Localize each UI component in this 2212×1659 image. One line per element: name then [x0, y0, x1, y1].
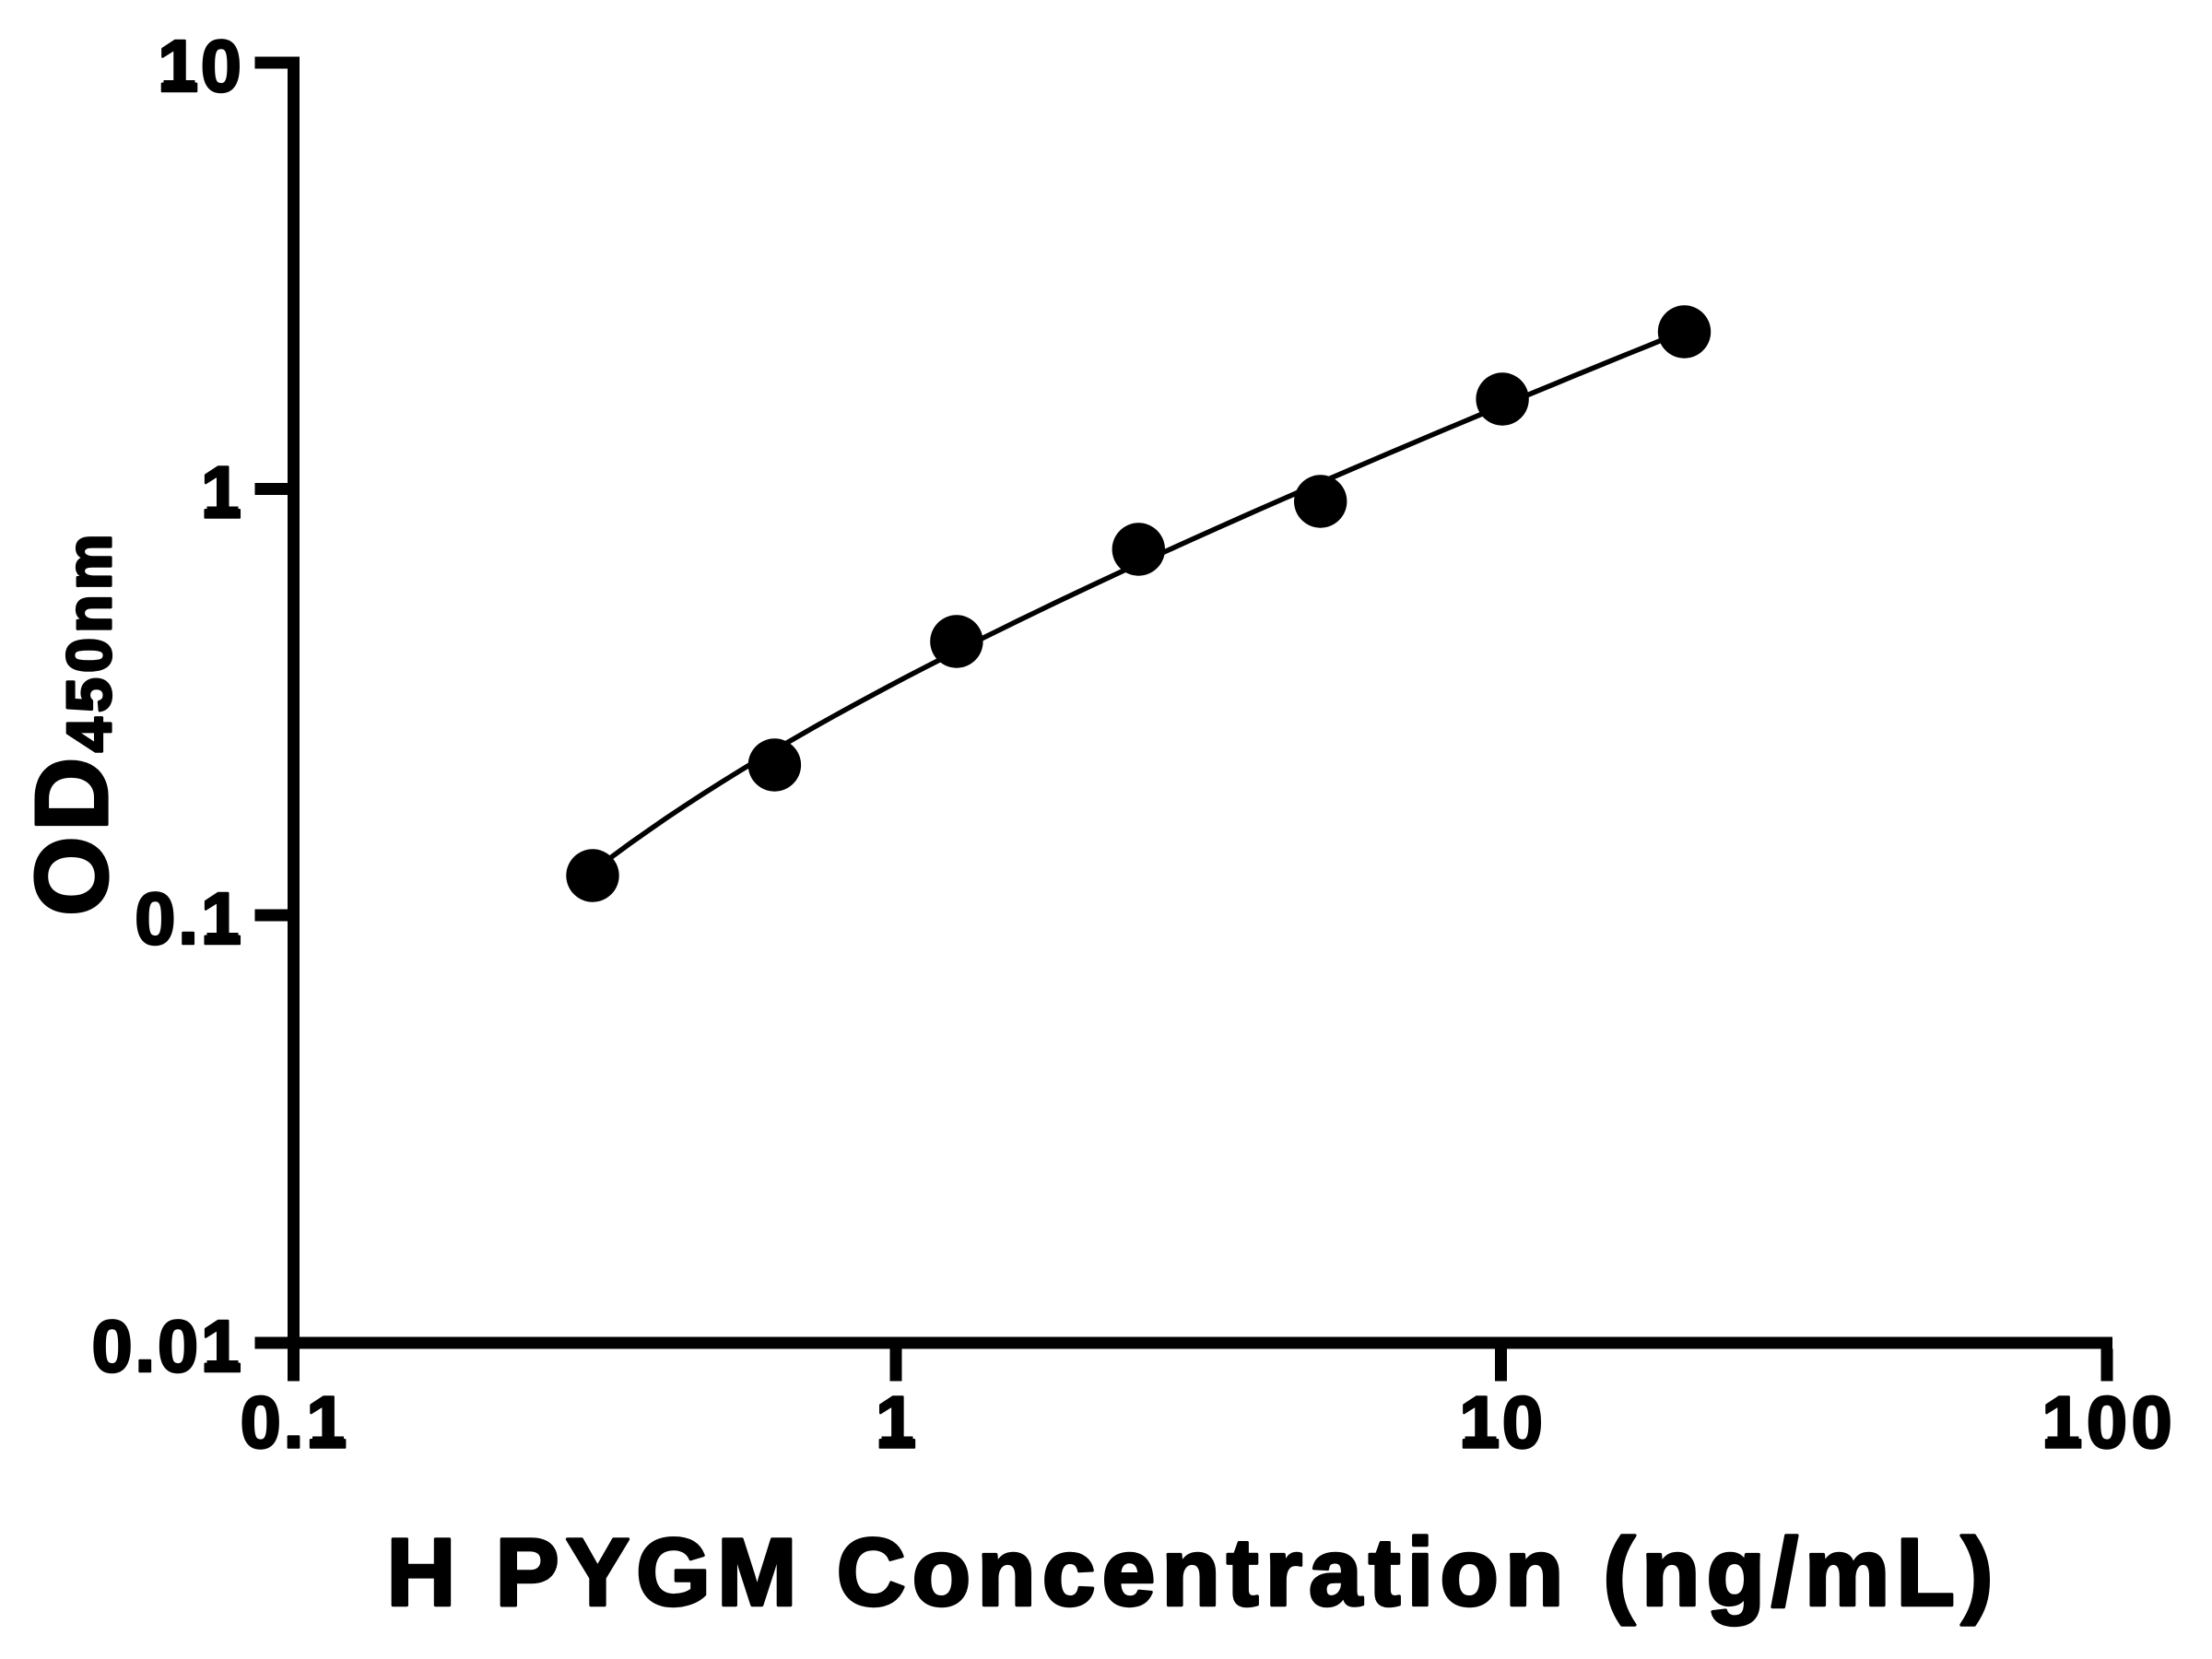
svg-text:H PYGM Concentration (ng/mL): H PYGM Concentration (ng/mL)	[386, 1520, 1999, 1627]
svg-text:0.1: 0.1	[135, 877, 243, 959]
svg-text:10: 10	[1459, 1382, 1546, 1464]
svg-text:1: 1	[876, 1382, 916, 1464]
svg-text:OD450nm: OD450nm	[14, 529, 129, 916]
svg-text:0.01: 0.01	[91, 1305, 243, 1387]
svg-text:10: 10	[158, 25, 244, 107]
svg-text:100: 100	[2041, 1382, 2176, 1464]
svg-text:0.1: 0.1	[241, 1382, 349, 1464]
svg-text:1: 1	[201, 452, 241, 534]
